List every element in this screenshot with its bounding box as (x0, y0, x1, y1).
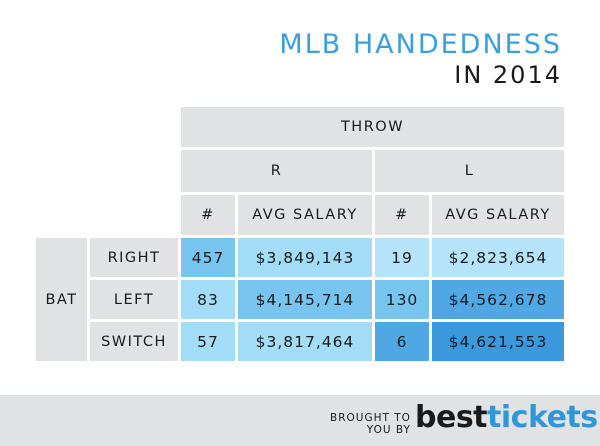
brought-line1: BROUGHT TO (330, 412, 411, 424)
brought-to-you-by: BROUGHT TO YOU BY (330, 412, 411, 436)
chart-title: MLB HANDEDNESS (279, 29, 562, 60)
right-r-count: 457 (181, 238, 235, 277)
throw-header: THROW (181, 107, 564, 147)
left-l-count: 130 (375, 280, 429, 319)
left-l-salary: $4,562,678 (432, 280, 564, 319)
l-count-header: # (375, 195, 429, 235)
bat-switch-header: SWITCH (90, 322, 178, 361)
throw-l-header: L (375, 150, 564, 192)
footer-bar (0, 395, 600, 446)
switch-l-count: 6 (375, 322, 429, 361)
throw-r-header: R (181, 150, 372, 192)
switch-r-salary: $3,817,464 (238, 322, 372, 361)
switch-r-count: 57 (181, 322, 235, 361)
logo-part-best: best (415, 400, 488, 435)
besttickets-logo[interactable]: besttickets (415, 398, 598, 438)
brought-line2: YOU BY (366, 424, 411, 436)
left-r-count: 83 (181, 280, 235, 319)
r-count-header: # (181, 195, 235, 235)
right-r-salary: $3,849,143 (238, 238, 372, 277)
left-r-salary: $4,145,714 (238, 280, 372, 319)
title-block: MLB HANDEDNESS IN 2014 (279, 30, 562, 90)
bat-header: BAT (36, 238, 87, 361)
right-l-count: 19 (375, 238, 429, 277)
l-salary-header: AVG SALARY (432, 195, 564, 235)
bat-right-header: RIGHT (90, 238, 178, 277)
chart-subtitle: IN 2014 (454, 61, 562, 89)
r-salary-header: AVG SALARY (238, 195, 372, 235)
switch-l-salary: $4,621,553 (432, 322, 564, 361)
logo-part-tickets: tickets (487, 400, 598, 435)
right-l-salary: $2,823,654 (432, 238, 564, 277)
bat-left-header: LEFT (90, 280, 178, 319)
